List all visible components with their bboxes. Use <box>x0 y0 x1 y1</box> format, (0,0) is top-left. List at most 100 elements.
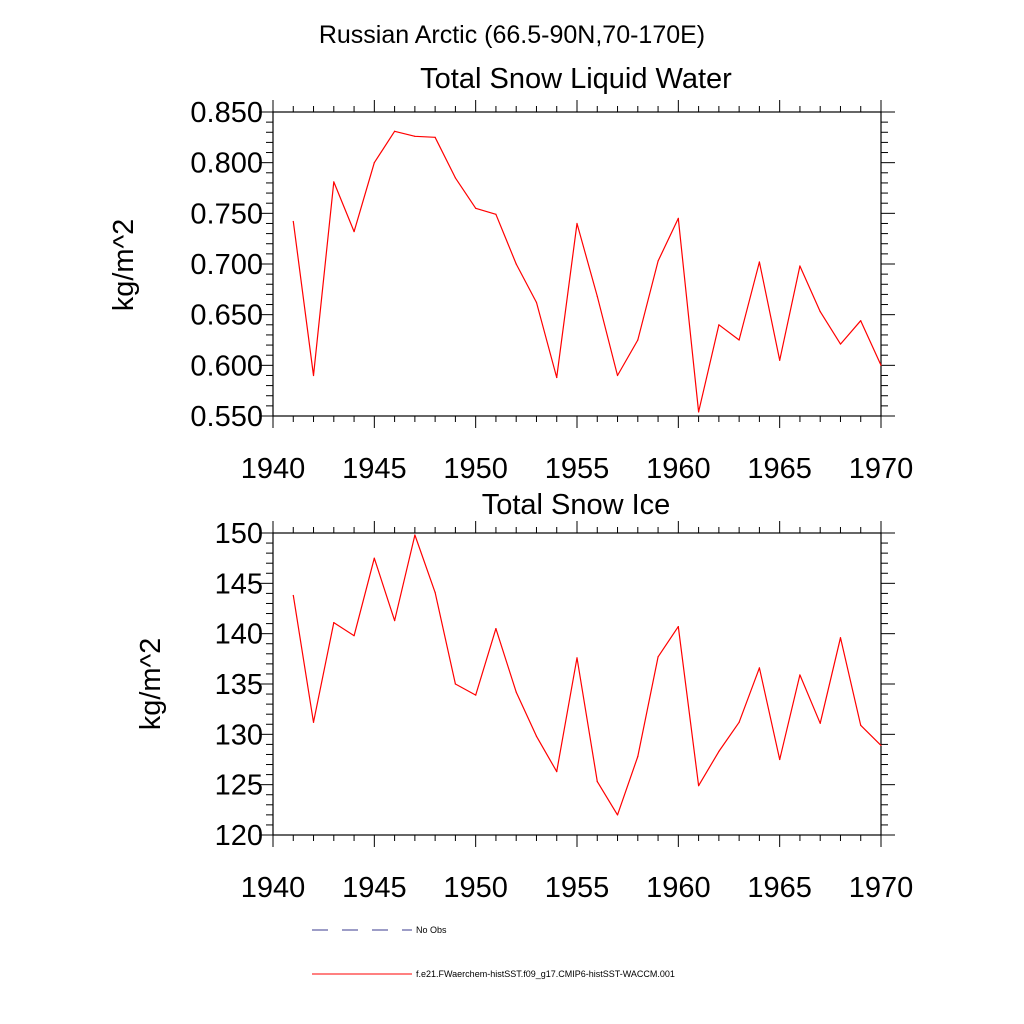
series-lines <box>292 130 882 413</box>
y-tick-label: 0.700 <box>190 249 263 281</box>
y-tick-label: 0.800 <box>190 148 263 180</box>
data-point <box>779 758 781 761</box>
data-point <box>758 261 761 263</box>
data-point <box>576 222 578 225</box>
data-point <box>414 534 416 536</box>
legend-label: f.e21.FWaerchem-histSST.f09_g17.CMIP6-hi… <box>416 969 675 979</box>
plot-frame <box>272 532 882 836</box>
data-point <box>819 722 821 724</box>
data-point <box>799 265 801 267</box>
x-tick-label: 1955 <box>545 453 610 485</box>
y-tick-label: 0.650 <box>190 300 263 332</box>
panel-snow-liquid-water: Total Snow Liquid Water kg/m^2 0.550 0.60… <box>108 63 913 485</box>
legend-item-model: f.e21.FWaerchem-histSST.f09_g17.CMIP6-hi… <box>312 969 675 979</box>
x-tick-label: 1970 <box>849 872 914 904</box>
data-point <box>718 750 720 753</box>
data-point <box>373 557 375 559</box>
figure-title: Russian Arctic (66.5-90N,70-170E) <box>319 21 705 49</box>
data-point <box>394 619 396 622</box>
data-point <box>292 594 294 597</box>
y-tick-label: 135 <box>215 669 263 701</box>
data-point <box>394 130 396 132</box>
y-tick-labels: 0.550 0.600 0.650 0.700 0.750 0.800 0.850 <box>190 97 263 433</box>
data-point <box>475 207 477 209</box>
x-tick-label: 1960 <box>646 453 711 485</box>
x-tick-label: 1970 <box>849 453 914 485</box>
legend: No Obs f.e21.FWaerchem-histSST.f09_g17.C… <box>312 925 675 979</box>
x-tick-label: 1955 <box>545 872 610 904</box>
data-point <box>677 217 679 219</box>
series-line <box>292 534 882 816</box>
y-tick-label: 140 <box>215 619 263 651</box>
y-tick-label: 130 <box>215 719 263 751</box>
x-tick-label: 1950 <box>443 453 508 485</box>
data-point <box>454 683 456 685</box>
data-point <box>515 263 517 265</box>
panel-snow-ice: Total Snow Ice kg/m^2 120 125 130 135 140 145… <box>135 489 913 904</box>
data-point <box>839 637 842 639</box>
data-point <box>779 359 781 361</box>
data-point <box>738 721 740 723</box>
y-tick-label: 0.550 <box>190 401 263 433</box>
data-point <box>535 735 538 737</box>
x-tick-labels: 1940 1945 1950 1955 1960 1965 1970 <box>241 453 914 485</box>
data-point <box>616 814 619 816</box>
data-point <box>860 320 862 322</box>
panel-title: Total Snow Ice <box>482 489 671 521</box>
x-tick-label: 1940 <box>241 453 306 485</box>
data-point <box>515 691 517 693</box>
data-point <box>799 674 801 676</box>
x-tick-label: 1940 <box>241 872 306 904</box>
data-point <box>616 374 619 377</box>
x-tick-label: 1965 <box>747 453 812 485</box>
x-tick-label: 1945 <box>342 872 407 904</box>
data-point <box>414 135 416 137</box>
x-tick-label: 1945 <box>342 453 407 485</box>
x-tick-labels: 1940 1945 1950 1955 1960 1965 1970 <box>241 872 914 904</box>
data-point <box>556 770 558 773</box>
data-point <box>353 635 355 637</box>
data-point <box>576 657 578 659</box>
x-tick-label: 1960 <box>646 872 711 904</box>
data-point <box>819 311 821 313</box>
data-point <box>434 136 436 138</box>
data-point <box>839 343 842 345</box>
data-point <box>475 694 477 696</box>
panel-title: Total Snow Liquid Water <box>420 63 732 95</box>
data-point <box>860 724 862 726</box>
data-point <box>596 781 598 783</box>
data-point <box>333 621 335 624</box>
series-line <box>292 130 882 413</box>
data-point <box>495 213 497 215</box>
tick-marks <box>259 100 895 428</box>
y-tick-label: 120 <box>215 820 263 852</box>
legend-item-no-obs: No Obs <box>312 925 447 935</box>
data-point <box>373 162 375 164</box>
data-point <box>677 626 679 628</box>
y-tick-label: 0.850 <box>190 97 263 129</box>
data-point <box>535 301 538 304</box>
data-point <box>312 721 315 723</box>
data-point <box>738 339 740 341</box>
legend-label: No Obs <box>416 925 447 935</box>
data-point <box>434 591 436 593</box>
y-tick-label: 0.750 <box>190 198 263 230</box>
data-point <box>880 744 882 747</box>
data-point <box>698 785 700 787</box>
data-point <box>637 339 639 341</box>
data-point <box>657 260 659 262</box>
data-point <box>596 295 598 298</box>
data-point <box>880 364 882 366</box>
data-point <box>292 220 294 223</box>
y-tick-label: 150 <box>215 518 263 550</box>
series-lines <box>292 534 882 816</box>
data-point <box>353 230 355 233</box>
data-point <box>454 177 456 179</box>
data-point <box>312 374 315 377</box>
plot-frame <box>272 111 882 417</box>
data-point <box>718 324 720 326</box>
y-axis-label: kg/m^2 <box>108 219 140 312</box>
data-point <box>495 628 497 630</box>
data-point <box>556 376 558 379</box>
y-tick-labels: 120 125 130 135 140 145 150 <box>215 518 263 852</box>
